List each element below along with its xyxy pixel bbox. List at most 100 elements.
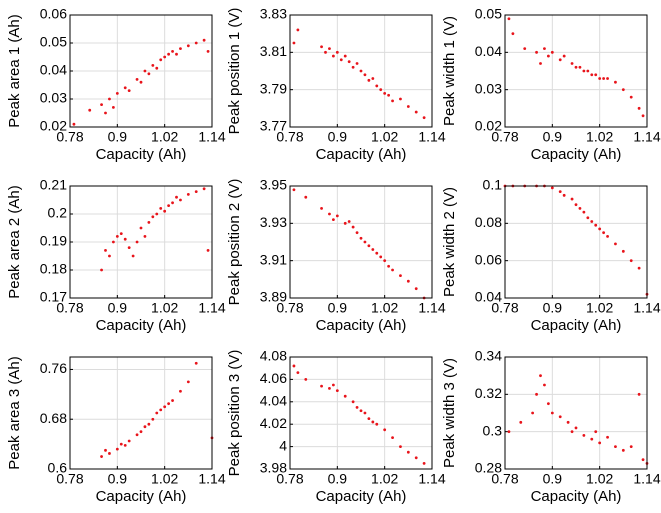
point — [387, 264, 391, 268]
point — [422, 462, 426, 465]
point — [292, 364, 296, 368]
point — [383, 259, 387, 263]
point — [546, 54, 550, 58]
point — [328, 386, 331, 390]
point — [351, 400, 355, 404]
point — [363, 411, 367, 415]
point — [206, 50, 210, 53]
point — [111, 240, 115, 244]
point — [135, 433, 139, 437]
x-axis-label: Capacity (Ah) — [316, 317, 407, 334]
y-axis-label: Peak position 1 (V) — [226, 8, 243, 135]
point — [131, 254, 135, 258]
point — [339, 58, 343, 62]
y-tick-label: 0.17 — [40, 289, 67, 305]
point — [127, 89, 131, 92]
point — [123, 237, 127, 241]
y-tick-label: 0.2 — [48, 205, 68, 221]
plot-frame — [69, 356, 213, 470]
x-tick-label: 1.14 — [633, 129, 660, 145]
point — [614, 445, 617, 448]
point — [606, 235, 609, 238]
point — [570, 430, 574, 434]
point — [304, 378, 308, 381]
point — [100, 268, 103, 272]
point — [558, 190, 562, 194]
point — [163, 55, 167, 59]
point — [320, 384, 323, 388]
point — [550, 50, 554, 54]
point — [139, 226, 143, 230]
point — [574, 203, 578, 207]
point — [179, 389, 182, 393]
point — [104, 111, 107, 115]
point — [202, 187, 206, 191]
plot-frame — [504, 185, 648, 299]
point — [135, 240, 139, 244]
y-axis-label: Peak area 2 (Ah) — [6, 185, 23, 298]
point — [100, 455, 103, 458]
point — [194, 361, 198, 365]
point — [320, 207, 323, 210]
y-tick-label: 0.21 — [40, 177, 67, 193]
x-tick-label: 1.14 — [198, 471, 225, 487]
point — [566, 420, 570, 424]
point — [539, 374, 542, 378]
point — [115, 447, 119, 451]
point — [359, 69, 363, 73]
point — [375, 422, 379, 426]
point — [507, 430, 511, 434]
y-tick-label: 4.06 — [260, 370, 287, 386]
y-axis-label: Peak area 1 (Ah) — [6, 14, 23, 127]
point — [562, 193, 566, 197]
plot-frame — [504, 356, 648, 470]
point — [371, 248, 375, 251]
point — [363, 240, 367, 244]
point — [108, 97, 111, 101]
point — [641, 458, 645, 462]
point — [127, 439, 131, 443]
point — [546, 402, 550, 406]
point — [621, 249, 625, 253]
point — [578, 207, 582, 210]
point — [155, 66, 159, 70]
point — [399, 445, 402, 448]
point — [108, 452, 111, 455]
y-axis-label: Peak area 3 (Ah) — [6, 356, 23, 469]
point — [167, 402, 171, 406]
x-axis-label: Capacity (Ah) — [531, 317, 622, 334]
point — [186, 193, 190, 196]
x-tick-label: 1.14 — [633, 471, 660, 487]
y-tick-label: 0.19 — [40, 233, 67, 249]
point — [637, 392, 641, 396]
point — [363, 73, 367, 77]
point — [602, 77, 606, 80]
x-tick-label: 0.9 — [328, 129, 348, 145]
point — [292, 41, 296, 45]
point — [320, 45, 323, 49]
point — [343, 221, 347, 225]
x-tick-label: 0.9 — [108, 300, 128, 316]
x-axis-label: Capacity (Ah) — [316, 146, 407, 163]
point — [359, 236, 363, 240]
y-tick-label: 0.05 — [475, 6, 502, 22]
y-tick-label: 0.08 — [475, 214, 502, 230]
x-tick-label: 0.78 — [276, 471, 303, 487]
point — [331, 383, 335, 387]
point — [391, 436, 394, 440]
point — [367, 417, 371, 420]
plot-frame — [289, 356, 433, 470]
y-tick-label: 0.03 — [475, 80, 502, 96]
y-tick-label: 0.18 — [40, 261, 67, 277]
y-tick-label: 0.28 — [475, 460, 502, 476]
x-tick-label: 0.9 — [108, 471, 128, 487]
point — [414, 110, 418, 114]
point — [539, 62, 542, 65]
point — [72, 122, 76, 126]
point — [507, 17, 511, 21]
point — [186, 380, 190, 384]
point — [151, 64, 155, 67]
y-tick-label: 0.68 — [40, 410, 67, 426]
y-axis-label: Peak position 2 (V) — [226, 179, 243, 306]
